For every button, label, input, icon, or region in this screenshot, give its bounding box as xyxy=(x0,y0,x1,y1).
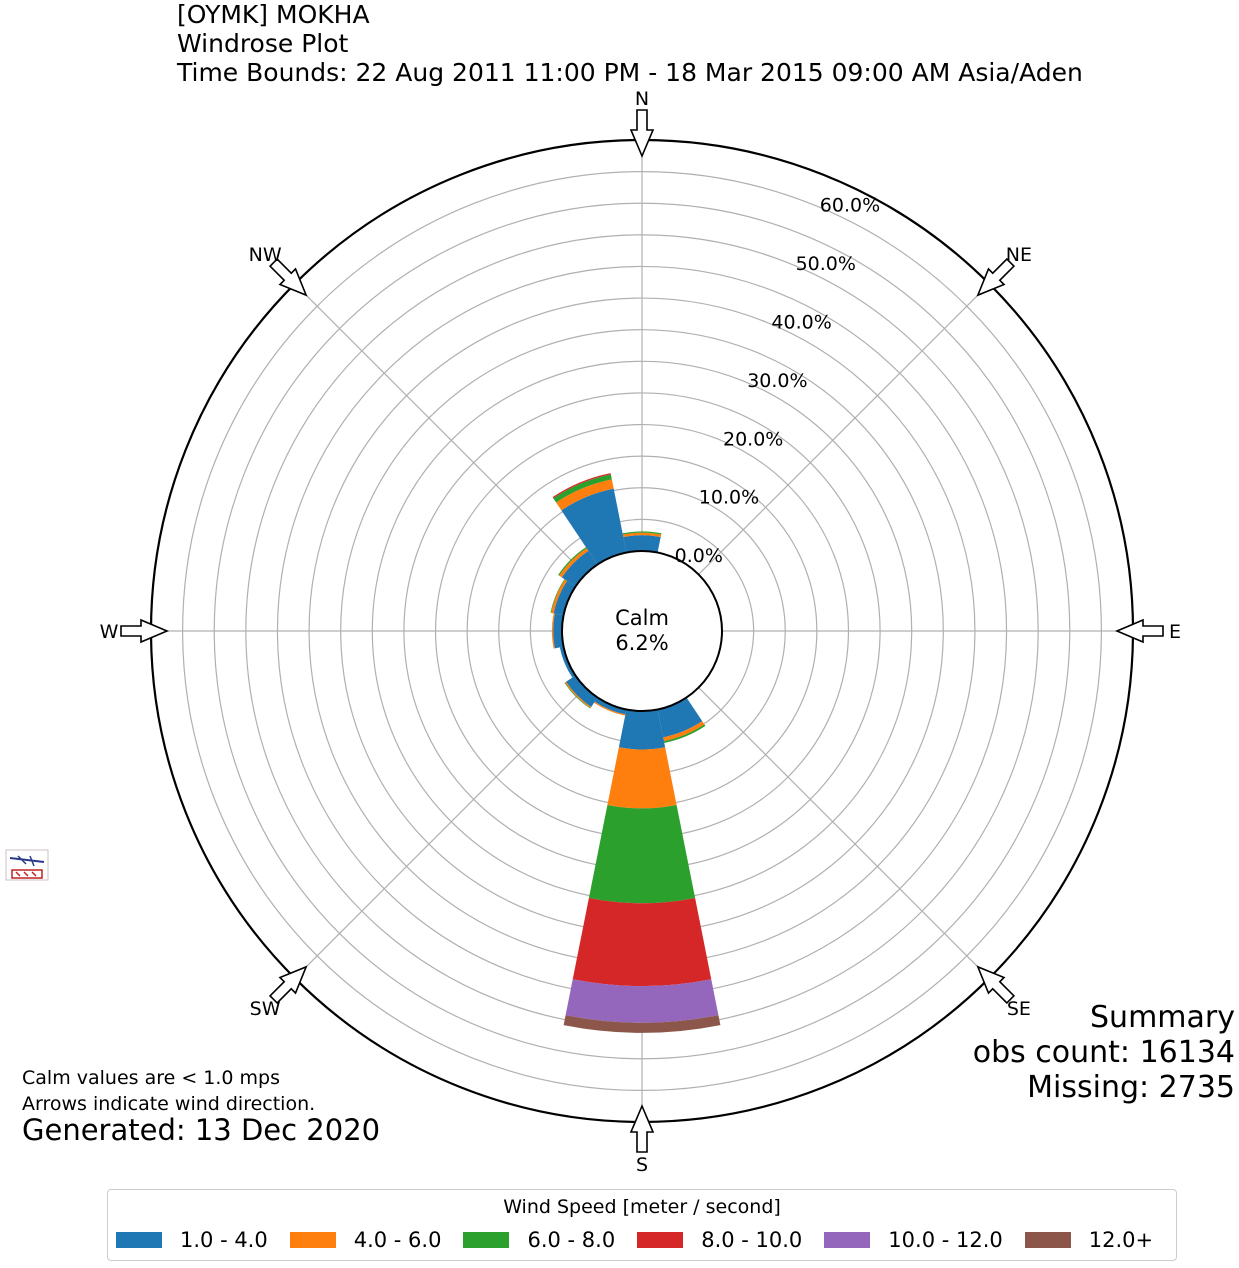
direction-arrow-NW xyxy=(268,257,308,297)
calm-note: Calm values are < 1.0 mps xyxy=(22,1067,281,1089)
wedge-sector-12-bin-0 xyxy=(553,613,564,649)
legend-item: 1.0 - 4.0 xyxy=(116,1228,268,1252)
wedge-sector-15-bin-2 xyxy=(553,474,612,503)
direction-label-E: E xyxy=(1169,621,1181,643)
wedge-sector-14-bin-0 xyxy=(561,550,598,587)
calm-value: 6.2% xyxy=(615,631,668,655)
direction-arrow-N xyxy=(629,109,655,159)
wedge-sector-0-bin-2 xyxy=(622,531,662,535)
legend-item: 12.0+ xyxy=(1024,1228,1154,1252)
wedge-sector-8-bin-0 xyxy=(618,709,666,750)
legend-label: 4.0 - 6.0 xyxy=(353,1228,442,1252)
wedge-sector-8-bin-1 xyxy=(607,747,677,809)
time-bounds-title: Time Bounds: 22 Aug 2011 11:00 PM - 18 M… xyxy=(177,58,1083,87)
radial-tick-label: 20.0% xyxy=(723,428,783,450)
direction-arrow-W xyxy=(120,618,170,644)
wedge-sector-7-bin-0 xyxy=(657,697,703,738)
radial-tick-label: 0.0% xyxy=(675,545,723,567)
direction-label-NW: NW xyxy=(249,244,282,266)
legend-swatch xyxy=(824,1232,871,1248)
direction-arrow-NE xyxy=(976,257,1016,297)
station-title: [OYMK] MOKHA xyxy=(177,0,370,29)
legend-swatch xyxy=(1024,1232,1071,1248)
direction-label-N: N xyxy=(635,88,649,110)
radial-tick-label: 10.0% xyxy=(699,487,759,509)
calm-circle xyxy=(561,550,723,712)
legend-label: 10.0 - 12.0 xyxy=(888,1228,1003,1252)
grid-radial-line xyxy=(698,687,990,979)
legend-label: 6.0 - 8.0 xyxy=(527,1228,616,1252)
wedge-sector-7-bin-2 xyxy=(663,724,706,743)
direction-arrow-S xyxy=(629,1103,655,1153)
wedge-sector-8-bin-5 xyxy=(563,1015,721,1033)
legend-item: 10.0 - 12.0 xyxy=(824,1228,1003,1252)
direction-label-W: W xyxy=(100,621,119,643)
direction-arrow-SW xyxy=(268,965,308,1005)
wedge-sector-8-bin-3 xyxy=(572,897,712,987)
wedge-sector-12-bin-1 xyxy=(551,613,555,649)
summary-obs-count: obs count: 16134 xyxy=(972,1035,1235,1070)
legend-item: 8.0 - 10.0 xyxy=(637,1228,802,1252)
legend-title: Wind Speed [meter / second] xyxy=(503,1196,781,1218)
wedge-sector-13-bin-0 xyxy=(553,580,576,616)
legend-swatch xyxy=(289,1232,336,1248)
direction-label-S: S xyxy=(636,1154,648,1176)
iem-logo-icon xyxy=(5,849,49,881)
wedge-sector-10-bin-1 xyxy=(564,681,592,709)
legend-items: 1.0 - 4.0 4.0 - 6.0 6.0 - 8.0 8.0 - 10.0 10.… xyxy=(116,1228,1175,1252)
direction-label-SE: SE xyxy=(1007,998,1031,1020)
direction-arrow-E xyxy=(1114,618,1164,644)
wedge-sector-15-bin-3 xyxy=(552,473,611,499)
legend-item: 4.0 - 6.0 xyxy=(289,1228,442,1252)
direction-label-SW: SW xyxy=(250,998,281,1020)
wedge-sector-15-bin-0 xyxy=(561,488,627,565)
radial-tick-label: 40.0% xyxy=(771,311,831,333)
wedge-sector-10-bin-0 xyxy=(566,675,598,707)
summary-missing: Missing: 2735 xyxy=(1027,1070,1235,1105)
calm-label: Calm xyxy=(615,606,669,630)
wedge-sector-0-bin-1 xyxy=(622,532,662,538)
grid-radial-line xyxy=(294,283,586,575)
wedge-sector-8-bin-2 xyxy=(588,804,696,904)
legend-label: 1.0 - 4.0 xyxy=(180,1228,268,1252)
grid-radial-line xyxy=(698,283,990,575)
legend: Wind Speed [meter / second] 1.0 - 4.0 4.0… xyxy=(107,1189,1177,1261)
legend-label: 12.0+ xyxy=(1088,1228,1154,1252)
wedge-sector-8-bin-4 xyxy=(565,979,719,1023)
plot-type-title: Windrose Plot xyxy=(177,29,349,58)
legend-swatch xyxy=(463,1232,510,1248)
direction-label-NE: NE xyxy=(1006,244,1032,266)
wedge-sector-13-bin-1 xyxy=(551,579,568,614)
wedge-sector-7-bin-1 xyxy=(663,721,705,742)
legend-swatch xyxy=(637,1232,684,1248)
arrow-note: Arrows indicate wind direction. xyxy=(22,1093,316,1115)
wedge-sector-9-bin-1 xyxy=(594,701,626,716)
wedge-sector-15-bin-1 xyxy=(556,479,614,511)
radial-tick-label: 30.0% xyxy=(747,370,807,392)
legend-swatch xyxy=(116,1232,162,1248)
direction-arrow-SE xyxy=(976,965,1016,1005)
wedge-sector-14-bin-1 xyxy=(559,548,589,578)
grid-radial-line xyxy=(294,687,586,979)
legend-item: 6.0 - 8.0 xyxy=(463,1228,615,1252)
wedge-sector-0-bin-0 xyxy=(623,535,661,553)
radial-tick-label: 50.0% xyxy=(796,253,856,275)
generated-date: Generated: 13 Dec 2020 xyxy=(22,1113,381,1147)
summary-title: Summary xyxy=(1090,1000,1235,1035)
legend-label: 8.0 - 10.0 xyxy=(701,1228,803,1252)
radial-tick-label: 60.0% xyxy=(820,195,880,217)
wedge-sector-14-bin-2 xyxy=(558,547,587,576)
